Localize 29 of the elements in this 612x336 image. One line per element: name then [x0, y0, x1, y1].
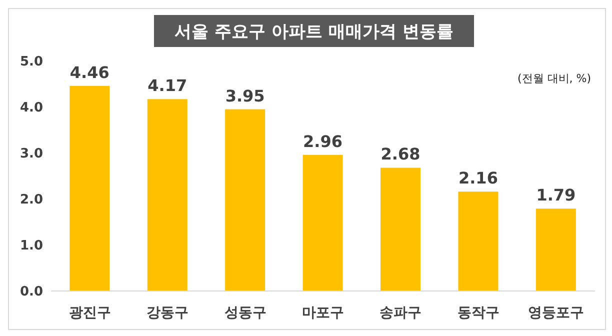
- annotation: (전월 대비, %): [517, 71, 591, 86]
- y-tick-label: 0.0: [20, 284, 43, 300]
- bar: [225, 109, 266, 291]
- data-label: 4.17: [148, 76, 188, 96]
- x-tick-label: 영등포구: [528, 304, 584, 321]
- bar: [536, 208, 576, 291]
- chart-title: 서울 주요구 아파트 매매가격 변동률: [154, 15, 474, 47]
- y-tick-label: 3.0: [20, 146, 43, 162]
- x-tick-label: 강동구: [146, 304, 189, 321]
- bar: [380, 168, 421, 291]
- x-tick-label: 성동구: [224, 304, 266, 321]
- x-tick-label: 광진구: [68, 304, 111, 321]
- x-tick-label: 동작구: [457, 304, 500, 321]
- data-label: 1.79: [536, 186, 576, 205]
- bar: [302, 154, 343, 291]
- bar: [458, 192, 498, 291]
- data-label: 3.95: [225, 86, 265, 106]
- x-tick-label: 마포구: [302, 304, 344, 321]
- y-tick-label: 2.0: [20, 192, 43, 208]
- bar: [70, 86, 110, 291]
- y-tick-label: 5.0: [20, 54, 43, 70]
- data-label: 2.16: [458, 168, 498, 188]
- y-tick-label: 4.0: [20, 100, 43, 116]
- data-label: 2.96: [303, 132, 343, 151]
- x-tick-label: 송파구: [380, 304, 422, 321]
- y-tick-label: 1.0: [20, 238, 43, 254]
- data-label: 4.46: [70, 62, 110, 82]
- bar: [147, 99, 188, 291]
- data-label: 2.68: [380, 144, 420, 164]
